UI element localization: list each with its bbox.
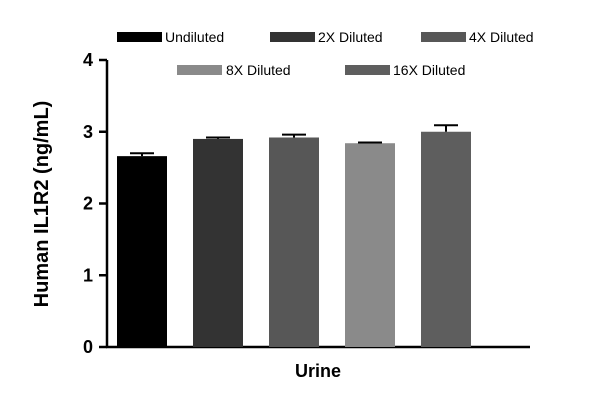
y-tick-label: 2 <box>83 194 93 214</box>
y-tick-label: 0 <box>83 337 93 357</box>
legend-label: 4X Diluted <box>469 29 534 45</box>
y-tick-label: 3 <box>83 122 93 142</box>
bar <box>193 138 243 347</box>
y-tick-label: 4 <box>83 50 93 70</box>
legend-swatch <box>117 32 162 42</box>
legend-label: 8X Diluted <box>226 62 291 78</box>
bar <box>345 143 395 347</box>
bar <box>117 156 167 347</box>
y-tick-label: 1 <box>83 265 93 285</box>
bar <box>269 137 319 347</box>
bars <box>117 124 471 347</box>
legend-swatch <box>270 32 315 42</box>
legend-label: 16X Diluted <box>393 62 465 78</box>
y-ticks: 0 1 2 3 4 <box>83 50 107 357</box>
legend-swatch <box>177 65 222 75</box>
legend: Undiluted 2X Diluted 4X Diluted 8X Diluted 1… <box>117 29 534 78</box>
x-axis-label: Urine <box>295 361 341 381</box>
y-axis-label: Human IL1R2 (ng/mL) <box>31 101 53 308</box>
legend-swatch <box>421 32 466 42</box>
bar <box>421 131 471 347</box>
legend-swatch <box>345 65 390 75</box>
legend-label: 2X Diluted <box>318 29 383 45</box>
legend-label: Undiluted <box>165 29 224 45</box>
